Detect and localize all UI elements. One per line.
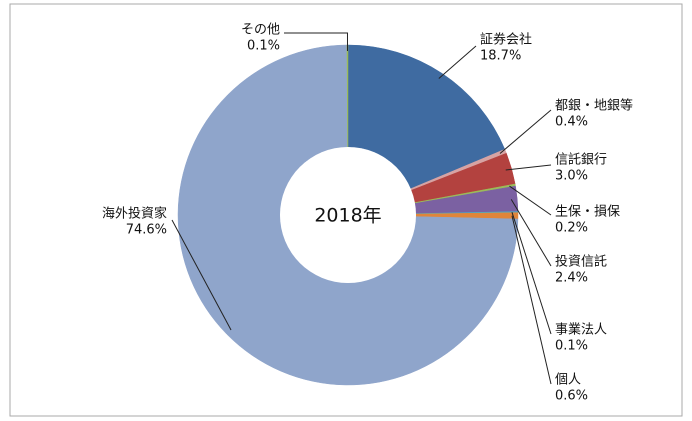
slice-value-label: 2.4% xyxy=(555,271,588,286)
slice-label: 個人 xyxy=(555,373,581,388)
slice-label: 都銀・地銀等 xyxy=(555,98,633,114)
slice-value-label: 0.1% xyxy=(247,39,280,54)
slice-value-label: 18.7% xyxy=(480,49,521,64)
leader-line xyxy=(511,212,552,335)
leader-line xyxy=(505,164,552,171)
slice-label: その他 xyxy=(241,23,280,38)
slice-label: 証券会社 xyxy=(480,32,532,48)
slice-label: 生保・損保 xyxy=(555,205,620,220)
leader-line xyxy=(510,199,552,267)
leader-line xyxy=(171,219,232,331)
slice-value-label: 3.0% xyxy=(555,169,588,184)
slice-label: 海外投資家 xyxy=(102,206,167,222)
slice-label: 信託銀行 xyxy=(555,152,607,168)
slice-label: 事業法人 xyxy=(555,322,607,338)
slice-value-label: 0.2% xyxy=(555,221,588,236)
slice-label: 投資信託 xyxy=(555,254,607,270)
slice-value-label: 74.6% xyxy=(126,223,167,238)
leader-line xyxy=(284,32,348,52)
slice-value-label: 0.6% xyxy=(555,389,588,404)
leader-line xyxy=(499,109,552,154)
donut-hole xyxy=(280,147,416,283)
leader-line xyxy=(511,215,552,385)
leader-line xyxy=(509,185,552,216)
slice-value-label: 0.4% xyxy=(555,115,588,130)
center-label: 2018年 xyxy=(314,205,381,227)
slice-value-label: 0.1% xyxy=(555,339,588,354)
leader-line xyxy=(438,45,477,79)
